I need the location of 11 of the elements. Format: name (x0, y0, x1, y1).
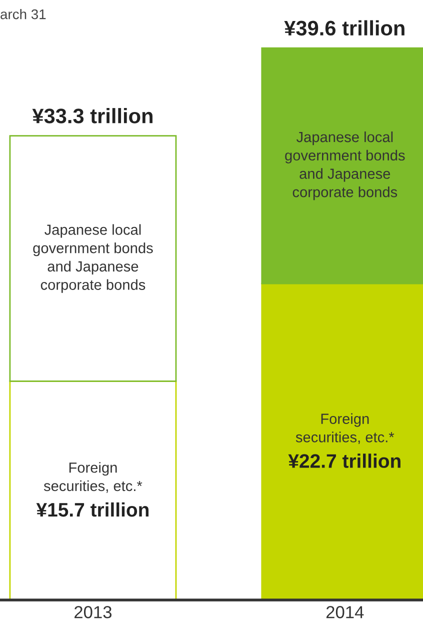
text: arch 31 (0, 9, 46, 20)
total-label: ¥33.3 trillion (32, 108, 152, 124)
series-label: Foreign securities, etc.* (44, 462, 142, 493)
x-tick-label: 2014 (326, 606, 364, 618)
data-label: ¥15.7 trillion (36, 502, 148, 517)
text: Foreign securities, etc.* (296, 413, 394, 444)
x-tick-label: 2013 (74, 606, 112, 618)
series-label: Japanese local government bonds and Japanese corporate bonds (33, 224, 153, 293)
data-label: ¥22.7 trillion (288, 454, 400, 468)
text: Japanese local government bonds and Japanese corporate bonds (285, 131, 405, 200)
total-label: ¥39.6 trillion (284, 20, 404, 36)
